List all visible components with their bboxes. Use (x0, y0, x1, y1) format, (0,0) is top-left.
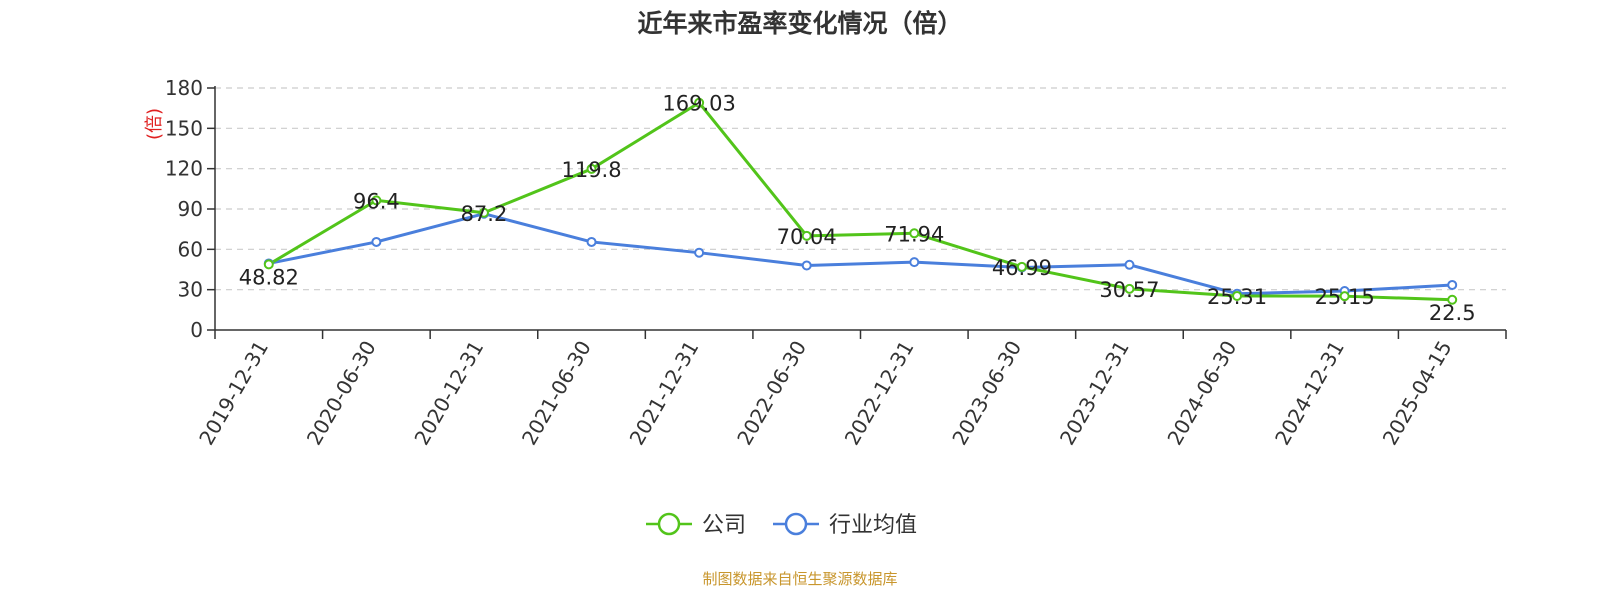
grid-lines (215, 87, 1506, 291)
x-tick-label: 2024-12-31 (1270, 337, 1349, 450)
x-tick-label: 2020-12-31 (409, 337, 488, 450)
x-tick-label: 2020-06-30 (302, 337, 381, 450)
data-label: 25.15 (1315, 285, 1375, 309)
data-labels: 48.82 96.4 87.2 119.8 169.03 70.04 71.94 46.99 3… (239, 92, 1476, 325)
series-point-1[interactable] (694, 247, 705, 258)
x-tick-label: 2019-12-31 (194, 337, 273, 450)
data-label: 46.99 (992, 256, 1052, 280)
x-tick-label: 2025-04-15 (1378, 337, 1457, 450)
series-point-1[interactable] (586, 236, 597, 247)
y-tick-label: 150 (165, 116, 203, 140)
x-tick-label: 2022-12-31 (840, 337, 919, 450)
series-point-0[interactable] (586, 163, 597, 174)
data-label: 70.04 (777, 225, 837, 249)
x-tick-label: 2021-12-31 (625, 337, 704, 450)
y-tick-label: 180 (165, 76, 203, 100)
legend[interactable]: 公司 行业均值 (646, 512, 917, 538)
series-point-0[interactable] (371, 195, 382, 206)
legend-item-0[interactable]: 公司 (646, 512, 746, 538)
legend-marker (784, 512, 808, 536)
legend-label: 公司 (702, 513, 746, 538)
data-label: 71.94 (884, 222, 944, 246)
x-tick-label: 2021-06-30 (517, 337, 596, 450)
data-label: 119.8 (561, 158, 621, 182)
y-tick-label: 0 (190, 318, 203, 342)
series-point-0[interactable] (1124, 283, 1135, 294)
chart-title: 近年来市盈率变化情况（倍） (637, 9, 962, 38)
series-point-1[interactable] (371, 236, 382, 247)
data-label: 96.4 (353, 189, 400, 213)
legend-marker (657, 512, 681, 536)
y-tick-label: 30 (178, 278, 203, 302)
data-label: 30.57 (1099, 278, 1159, 302)
series-point-0[interactable] (801, 230, 812, 241)
data-source: 制图数据来自恒生聚源数据库 (702, 570, 897, 588)
series-line-0 (268, 101, 1453, 302)
legend-item-1[interactable]: 行业均值 (773, 512, 917, 538)
series-point-0[interactable] (1339, 291, 1350, 302)
x-axis-ticks: 2019-12-31 2020-06-30 2020-12-31 2021-06-30… (194, 330, 1507, 450)
y-tick-label: 90 (178, 197, 203, 221)
series-point-1[interactable] (909, 257, 920, 268)
series-point-0[interactable] (1016, 261, 1027, 272)
data-label: 169.03 (662, 92, 735, 116)
series-lines (263, 97, 1458, 305)
series-line-1 (268, 212, 1453, 296)
series-point-0[interactable] (478, 207, 489, 218)
y-tick-label: 60 (178, 237, 203, 261)
series-point-0[interactable] (263, 259, 274, 270)
data-label: 22.5 (1429, 301, 1476, 325)
series-point-0[interactable] (694, 97, 705, 108)
legend-label: 行业均值 (829, 513, 917, 538)
x-tick-label: 2024-06-30 (1162, 337, 1241, 450)
x-tick-label: 2022-06-30 (732, 337, 811, 450)
y-axis-ticks: 0 30 60 90 120 150 180 (165, 76, 215, 342)
series-point-0[interactable] (1447, 294, 1458, 305)
series-point-1[interactable] (1447, 279, 1458, 290)
x-tick-label: 2023-12-31 (1055, 337, 1134, 450)
data-label: 87.2 (461, 202, 508, 226)
data-label: 25.31 (1207, 285, 1267, 309)
series-point-0[interactable] (909, 228, 920, 239)
y-tick-label: 120 (165, 157, 203, 181)
series-point-1[interactable] (801, 260, 812, 271)
y-axis-label: (倍) (144, 108, 165, 140)
axes (214, 86, 1506, 331)
x-tick-label: 2023-06-30 (947, 337, 1026, 450)
data-label: 48.82 (239, 265, 299, 289)
series-point-0[interactable] (1232, 290, 1243, 301)
series-point-1[interactable] (1124, 259, 1135, 270)
